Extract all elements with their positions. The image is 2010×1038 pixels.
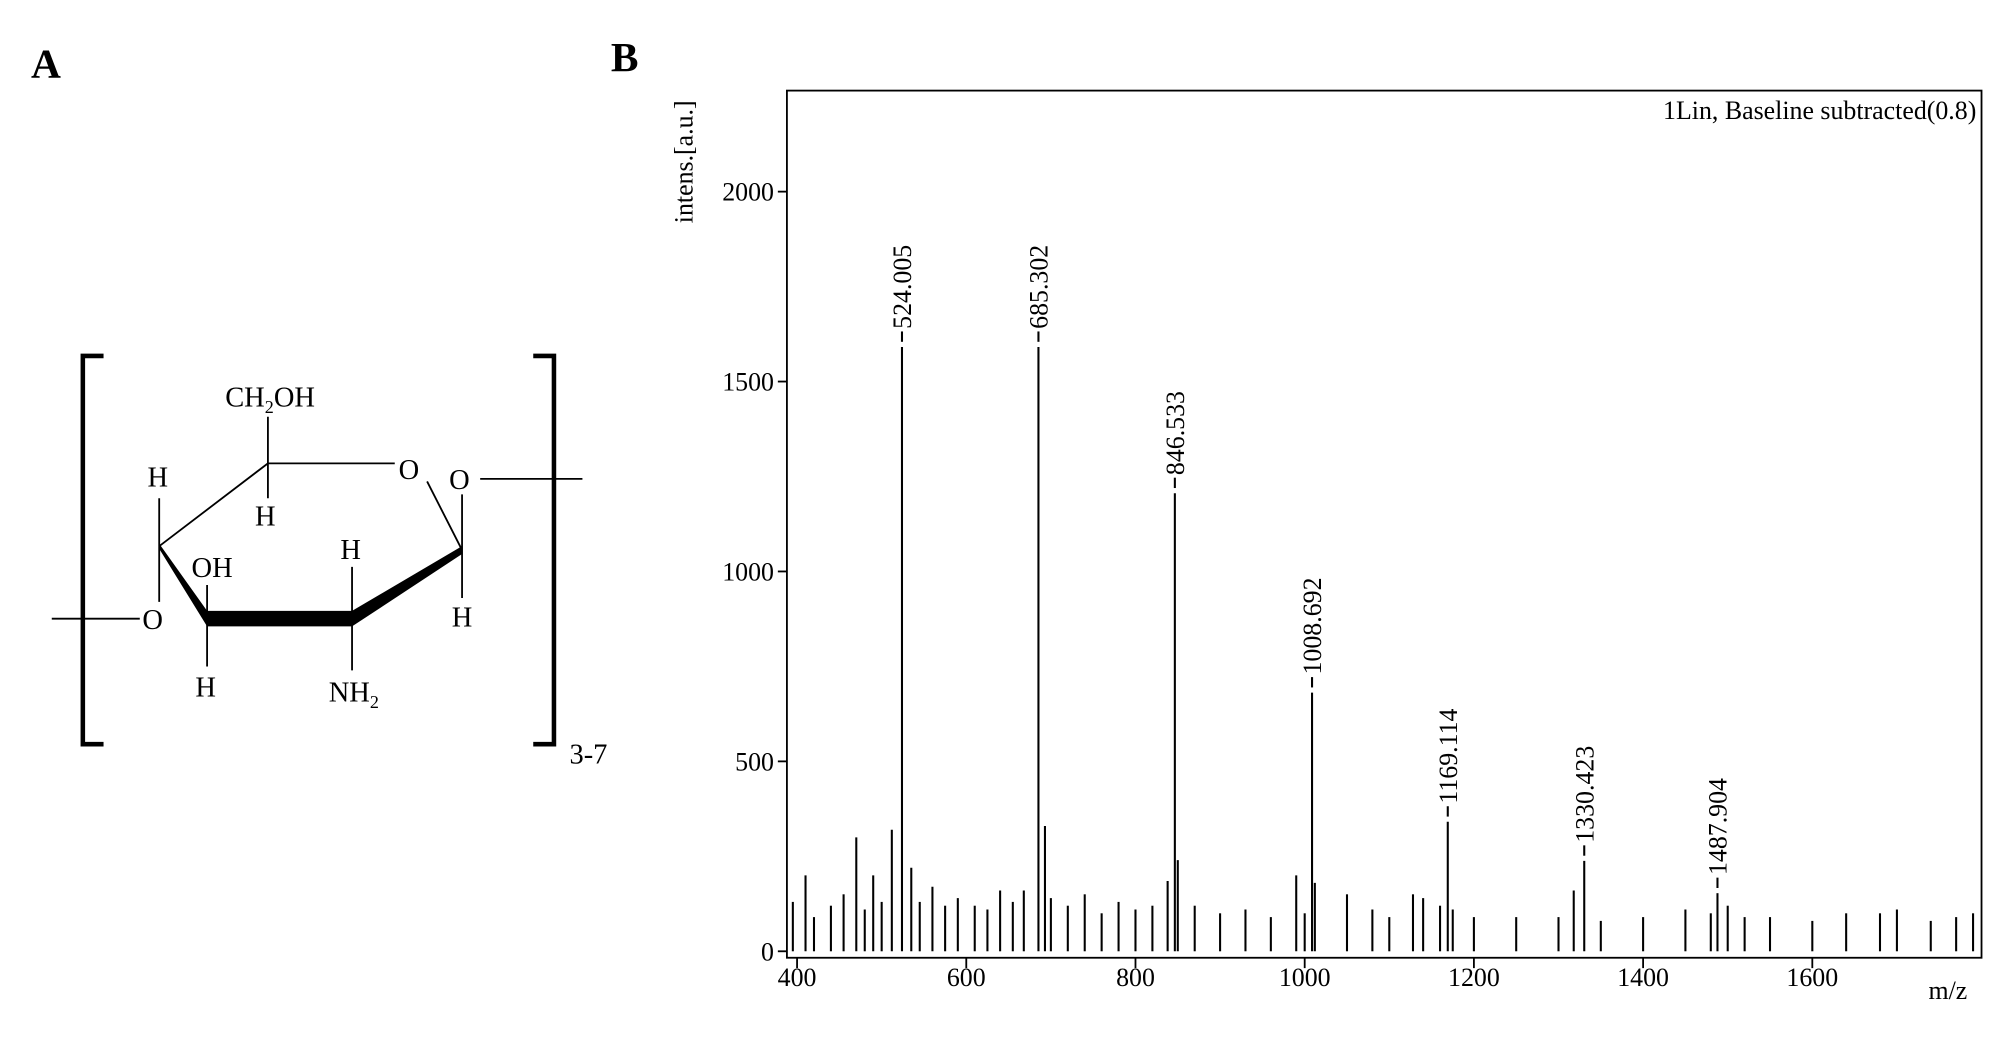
y-tick-label: 0 bbox=[761, 937, 774, 966]
atom-label: NH2 bbox=[329, 677, 379, 711]
x-tick-label: 800 bbox=[1116, 963, 1155, 992]
y-tick-label: 500 bbox=[735, 747, 774, 776]
atom-label: OH bbox=[192, 553, 233, 584]
x-axis-title: m/z bbox=[1928, 976, 1967, 1005]
atom-label: H bbox=[148, 463, 169, 494]
peak-label: 1487.904 bbox=[1704, 778, 1733, 875]
structure: 3-7 CH2OH H O O H H O OH H H NH2 bbox=[51, 353, 607, 771]
peak-label: 524.005 bbox=[888, 245, 917, 329]
atom: OH bbox=[274, 382, 315, 413]
y-tick-label: 2000 bbox=[722, 178, 774, 207]
annotation: 1Lin, Baseline subtracted(0.8) bbox=[1663, 96, 1976, 125]
peak-label: 1169.114 bbox=[1434, 708, 1463, 803]
atom: CH bbox=[225, 382, 265, 413]
peak-label: 846.533 bbox=[1161, 391, 1190, 475]
atom-label: O bbox=[449, 465, 470, 496]
atom-label: H bbox=[195, 672, 216, 703]
spectrum-chart: 1Lin, Baseline subtracted(0.8) m/z inten… bbox=[669, 89, 1983, 1005]
peak-label: 1330.423 bbox=[1570, 746, 1599, 843]
x-tick-label: 600 bbox=[947, 963, 986, 992]
panel-label: B bbox=[611, 34, 639, 80]
y-axis-title: intens.[a.u.] bbox=[669, 100, 698, 223]
plot-frame bbox=[786, 89, 1983, 959]
x-tick-label: 1400 bbox=[1617, 963, 1669, 992]
wedge-bond bbox=[159, 543, 463, 627]
atom: 2 bbox=[265, 397, 274, 417]
repeat-label: 3-7 bbox=[569, 740, 607, 771]
atom: NH bbox=[329, 677, 370, 708]
atom: 2 bbox=[370, 692, 379, 712]
atom-label: H bbox=[340, 535, 361, 566]
atom-label: O bbox=[399, 455, 420, 486]
x-tick-label: 400 bbox=[778, 963, 817, 992]
peak-label: 1008.692 bbox=[1298, 577, 1327, 674]
bracket bbox=[533, 353, 557, 747]
x-tick-label: 1200 bbox=[1448, 963, 1500, 992]
peak-label: 685.302 bbox=[1025, 245, 1054, 329]
bracket bbox=[80, 353, 104, 747]
panel-label: A bbox=[31, 41, 61, 87]
x-tick-label: 1000 bbox=[1279, 963, 1331, 992]
y-tick-label: 1500 bbox=[722, 368, 774, 397]
atom-label: O bbox=[142, 605, 163, 636]
atom-label: H bbox=[255, 501, 276, 532]
atom-label: H bbox=[452, 602, 473, 633]
bond bbox=[51, 416, 583, 671]
y-tick-label: 1000 bbox=[722, 558, 774, 587]
atom-label: CH2OH bbox=[225, 382, 315, 416]
x-tick-label: 1600 bbox=[1786, 963, 1838, 992]
